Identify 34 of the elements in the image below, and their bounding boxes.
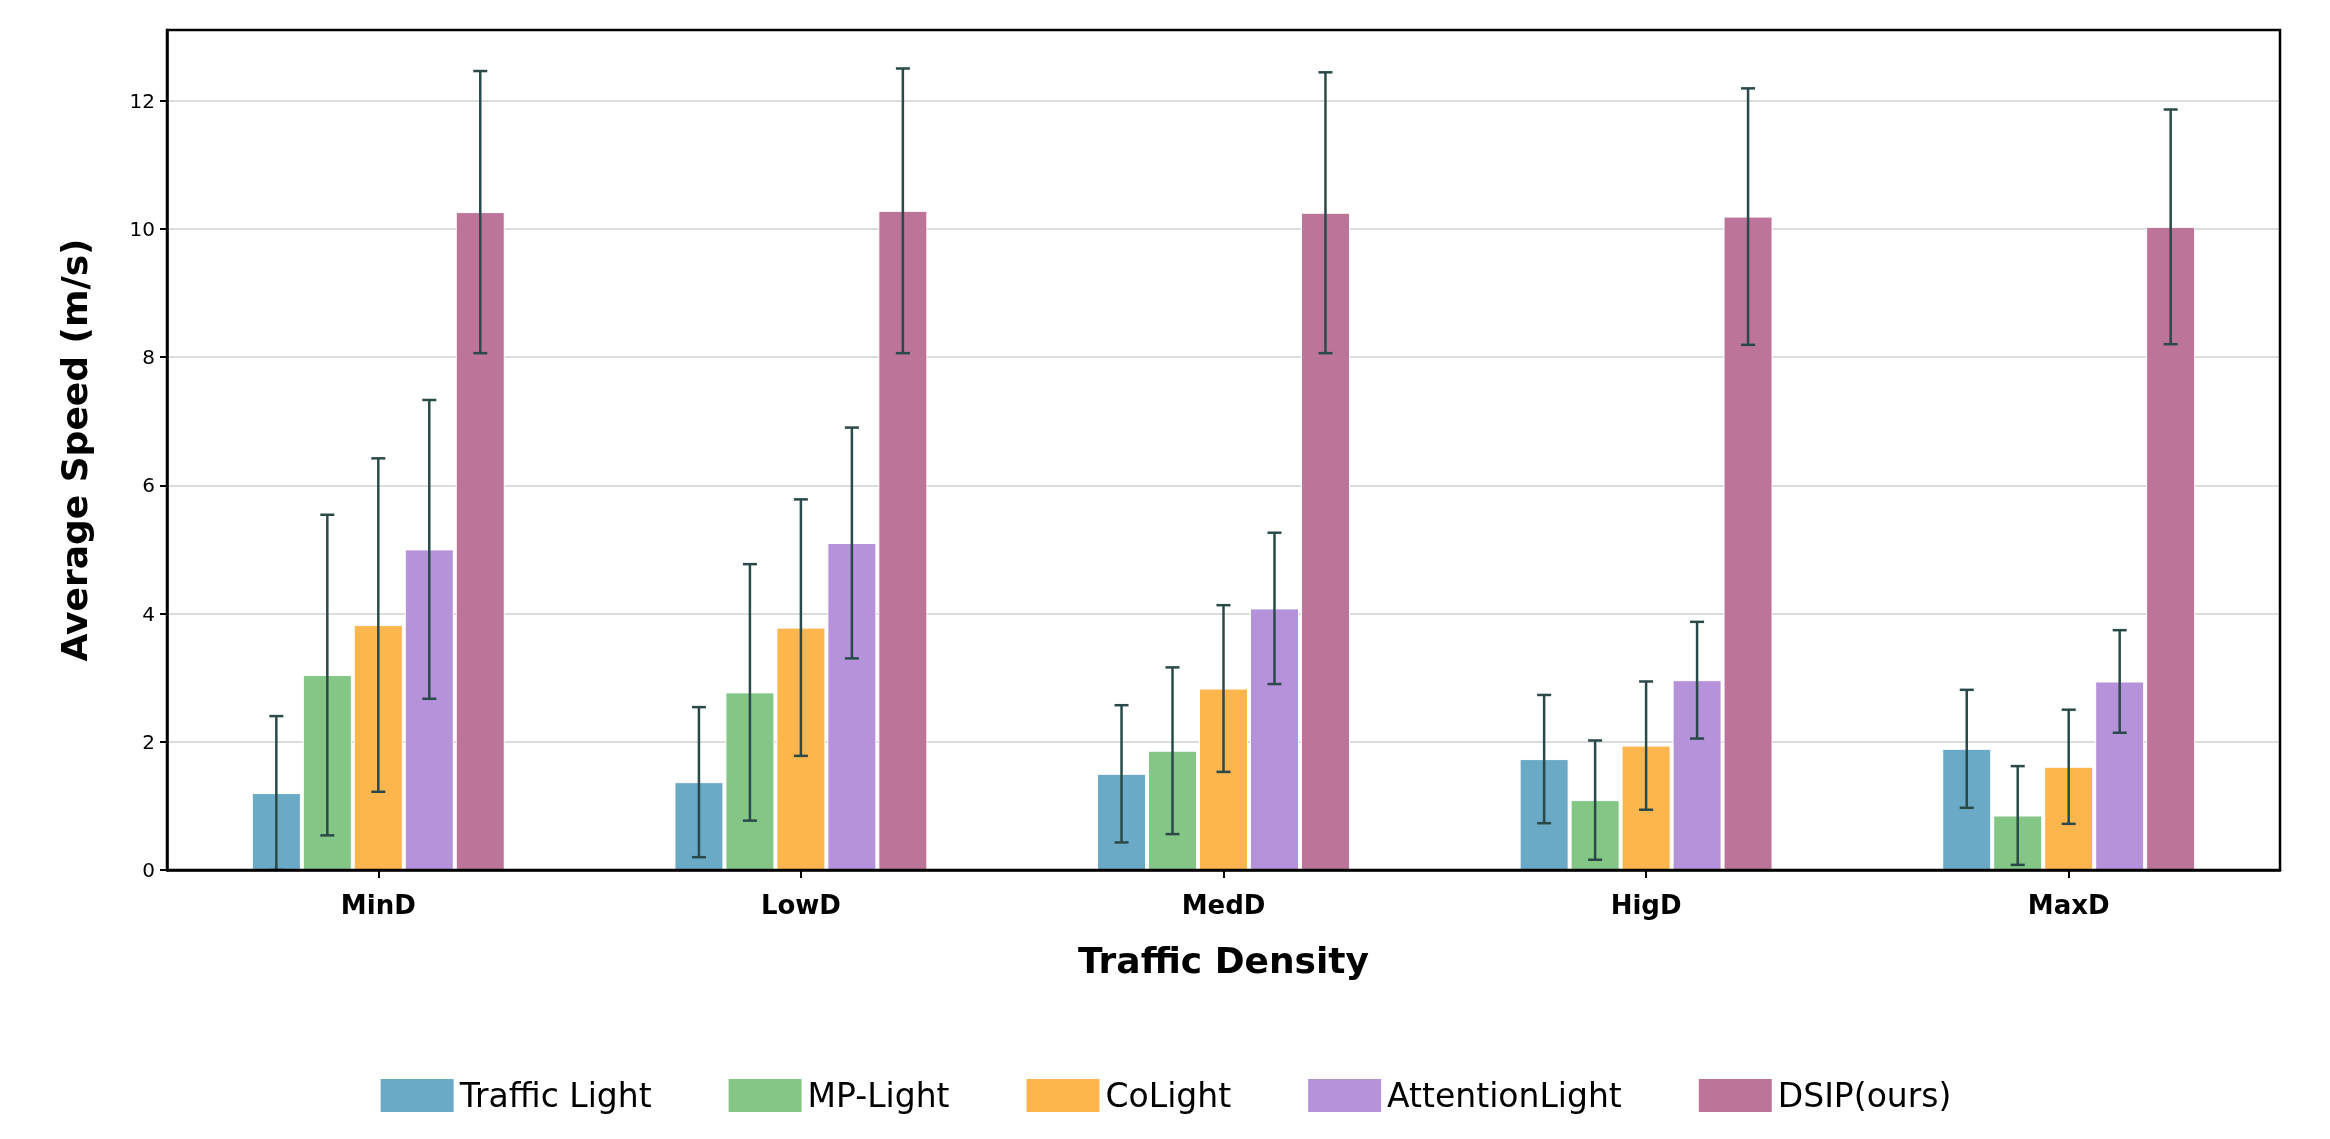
bar [1993,815,2043,870]
bar [302,675,352,870]
legend-label: CoLight [1105,1076,1232,1115]
y-axis-title: Average Speed (m/s) [53,238,95,662]
y-tick-label: 0 [142,858,155,882]
legend-label: DSIP(ours) [1777,1076,1952,1115]
bar [251,793,301,870]
x-tick-label: HigD [1610,890,1682,920]
bar [1942,748,1992,870]
bar [2146,226,2196,870]
bar [1300,212,1350,870]
bar [455,212,505,870]
bar [1249,608,1299,870]
x-tick-label: MedD [1181,890,1266,920]
bar [1097,773,1147,870]
legend-label: Traffic Light [458,1076,652,1115]
legend-label: MP-Light [807,1076,950,1115]
y-tick-label: 6 [142,473,155,498]
x-tick-label: LowD [760,890,841,920]
bar [353,625,403,870]
x-tick-label: MinD [340,890,416,920]
y-tick-label: 2 [142,729,155,754]
legend-label: AttentionLight [1387,1076,1622,1115]
y-tick-label: 10 [129,216,155,241]
bar [1198,688,1249,870]
bar [404,549,454,870]
bar [1148,750,1198,870]
y-tick-label: 8 [142,345,155,370]
bar [2095,681,2145,870]
y-tick-label: 12 [129,88,155,113]
x-axis-title: Traffic Density [1077,939,1370,981]
y-tick-label: 4 [142,601,155,626]
bar [2044,766,2094,870]
x-tick-label: MaxD [2027,890,2110,920]
